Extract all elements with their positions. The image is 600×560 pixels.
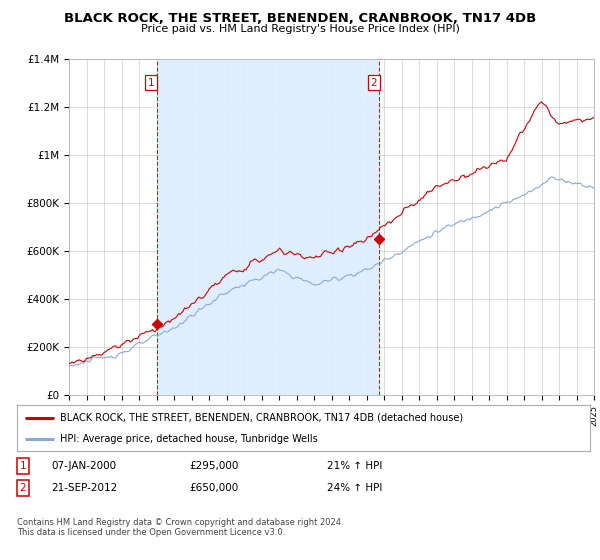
Text: 2: 2 bbox=[371, 78, 377, 88]
Text: Price paid vs. HM Land Registry's House Price Index (HPI): Price paid vs. HM Land Registry's House … bbox=[140, 24, 460, 34]
Text: 1: 1 bbox=[19, 461, 26, 471]
Text: HPI: Average price, detached house, Tunbridge Wells: HPI: Average price, detached house, Tunb… bbox=[60, 435, 317, 444]
Text: 2: 2 bbox=[19, 483, 26, 493]
Text: £295,000: £295,000 bbox=[189, 461, 238, 471]
Text: 21-SEP-2012: 21-SEP-2012 bbox=[51, 483, 117, 493]
Text: 24% ↑ HPI: 24% ↑ HPI bbox=[327, 483, 382, 493]
Bar bbox=[157, 59, 379, 395]
Text: 1: 1 bbox=[148, 78, 155, 88]
Text: 07-JAN-2000: 07-JAN-2000 bbox=[51, 461, 116, 471]
Text: 21% ↑ HPI: 21% ↑ HPI bbox=[327, 461, 382, 471]
Text: £650,000: £650,000 bbox=[189, 483, 238, 493]
Text: BLACK ROCK, THE STREET, BENENDEN, CRANBROOK, TN17 4DB (detached house): BLACK ROCK, THE STREET, BENENDEN, CRANBR… bbox=[60, 413, 463, 423]
Text: Contains HM Land Registry data © Crown copyright and database right 2024.
This d: Contains HM Land Registry data © Crown c… bbox=[17, 518, 343, 538]
Text: BLACK ROCK, THE STREET, BENENDEN, CRANBROOK, TN17 4DB: BLACK ROCK, THE STREET, BENENDEN, CRANBR… bbox=[64, 12, 536, 25]
